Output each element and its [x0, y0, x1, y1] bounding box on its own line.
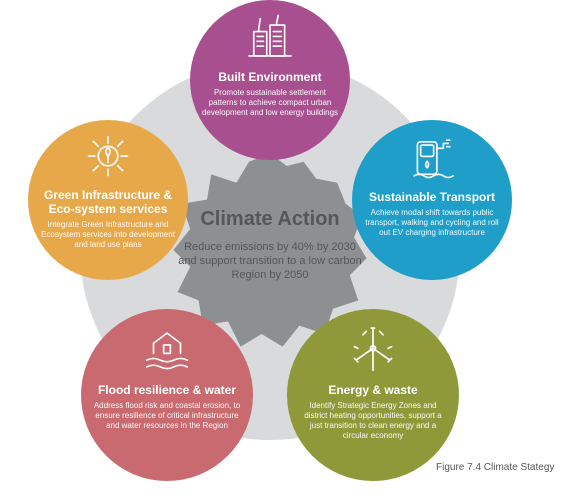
- node-flood-resilience: Flood resilience & water Address flood ri…: [81, 309, 253, 481]
- node-title: Built Environment: [200, 70, 340, 84]
- node-sustainable-transport: Sustainable Transport Achieve modal shift…: [352, 120, 512, 280]
- node-title: Green Infrastructure & Eco-system servic…: [36, 188, 180, 216]
- node-description: Identify Strategic Energy Zones and dist…: [298, 401, 448, 441]
- node-description: Achieve modal shift towards public trans…: [362, 208, 502, 238]
- node-title: Flood resilience & water: [92, 383, 242, 397]
- figure-caption: Figure 7.4 Climate Stategy: [436, 462, 554, 473]
- gear-leaf-icon: [82, 130, 134, 182]
- node-description: Integrate Green Infrastructure and Ecosy…: [36, 220, 180, 250]
- ev-charger-icon: [406, 132, 458, 184]
- center-block: Climate Action Reduce emissions by 40% b…: [175, 208, 365, 282]
- node-title: Energy & waste: [298, 383, 448, 397]
- buildings-icon: [244, 12, 296, 64]
- center-title: Climate Action: [175, 208, 365, 230]
- node-built-env: Built Environment Promote sustainable set…: [190, 0, 350, 160]
- node-title: Sustainable Transport: [362, 190, 502, 204]
- node-description: Address flood risk and coastal erosion, …: [92, 401, 242, 431]
- infographic-stage: Climate Action Reduce emissions by 40% b…: [0, 0, 572, 501]
- node-description: Promote sustainable settlement patterns …: [200, 88, 340, 118]
- node-green-infra: Green Infrastructure & Eco-system servic…: [28, 120, 188, 280]
- flood-house-icon: [140, 323, 194, 377]
- center-description: Reduce emissions by 40% by 2030 and supp…: [175, 240, 365, 282]
- turbine-icon: [346, 323, 400, 377]
- node-energy-waste: Energy & waste Identify Strategic Energy …: [287, 309, 459, 481]
